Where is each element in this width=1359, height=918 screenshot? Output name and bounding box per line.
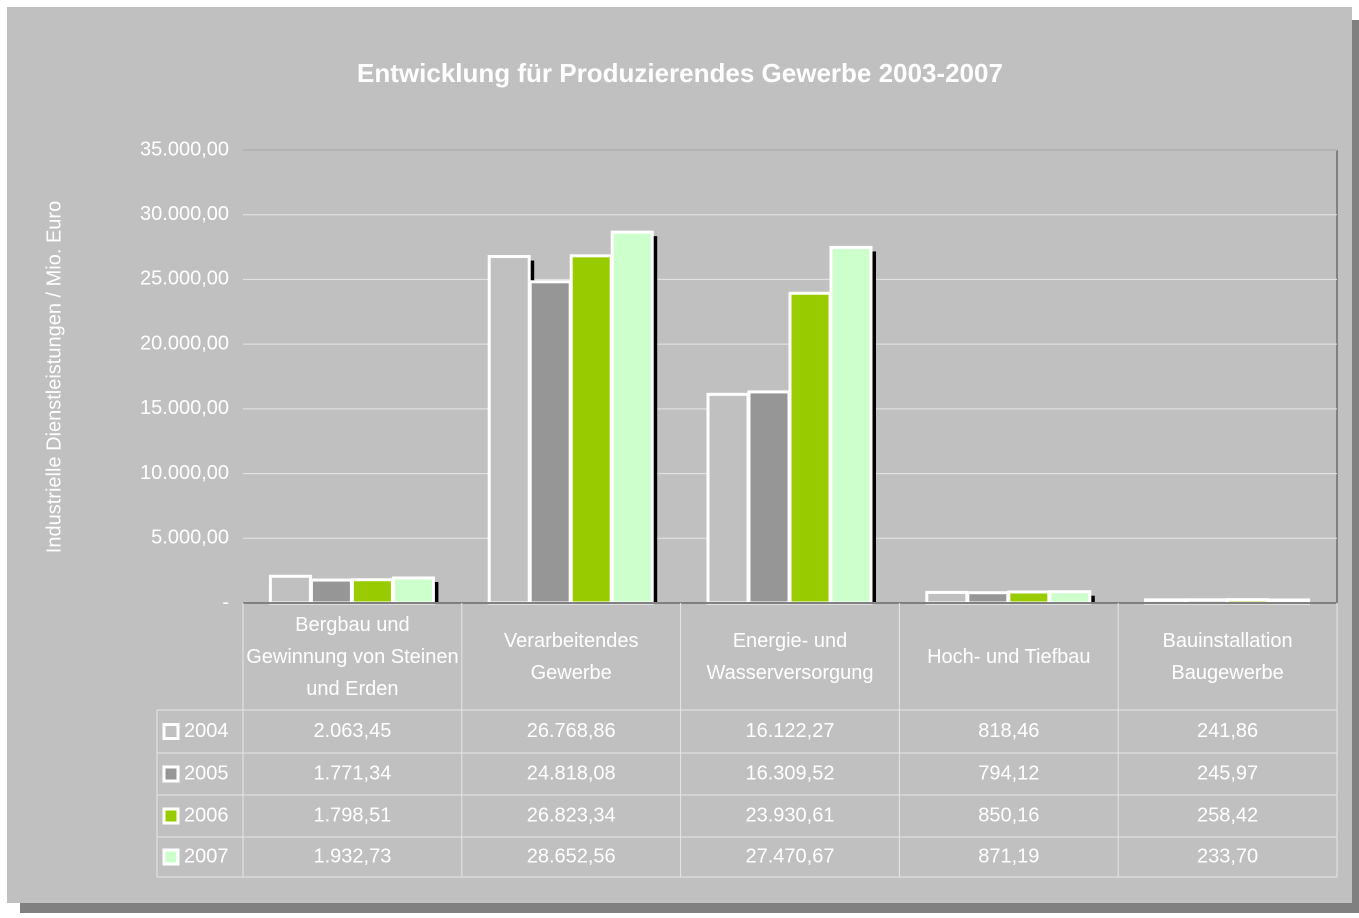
bar [925, 590, 969, 605]
bar [610, 230, 654, 605]
bar [829, 245, 873, 605]
chart-title: Entwicklung für Produzierendes Gewerbe 2… [357, 58, 1003, 88]
bar [391, 576, 435, 605]
table-value: 794,12 [978, 762, 1039, 784]
y-tick-label: - [222, 591, 229, 613]
table-value: 1.798,51 [313, 804, 391, 826]
bar [350, 578, 394, 605]
bar [309, 578, 353, 605]
x-tick-label: Energie- und Wasserversorgung [706, 629, 874, 684]
legend-label: 2004 [184, 720, 229, 742]
category-cell: Energie- und Wasserversorgung [706, 629, 874, 684]
legend-key [162, 848, 180, 866]
table-value: 16.122,27 [746, 720, 835, 742]
legend-key [162, 807, 180, 825]
bar [528, 280, 572, 605]
x-tick-label: Bauinstallation Baugewerbe [1162, 629, 1293, 684]
table-value: 27.470,67 [746, 845, 835, 867]
x-tick-label: Bergbau und Gewinnung von Steinen und Er… [246, 613, 459, 700]
legend-key [162, 723, 180, 740]
x-tick-label: Verarbeitendes Gewerbe [503, 629, 639, 684]
table-value: 258,42 [1197, 804, 1258, 826]
y-tick-label: 15.000,00 [140, 397, 229, 419]
bar [706, 392, 750, 605]
bar [569, 254, 613, 605]
chart-background [7, 7, 1352, 903]
category-cell: Bauinstallation Baugewerbe [1162, 629, 1293, 684]
table-value: 1.932,73 [313, 845, 391, 867]
category-cell: Verarbeitendes Gewerbe [503, 629, 639, 684]
category-cell: Bergbau und Gewinnung von Steinen und Er… [246, 613, 459, 700]
bar [487, 255, 531, 605]
table-value: 24.818,08 [527, 762, 616, 784]
table-value: 1.771,34 [313, 762, 391, 784]
table-value: 245,97 [1197, 762, 1258, 784]
y-tick-label: 35.000,00 [140, 138, 229, 160]
table-value: 233,70 [1197, 845, 1258, 867]
table-value: 850,16 [978, 804, 1039, 826]
legend-label: 2007 [184, 845, 229, 867]
bar [268, 574, 312, 605]
y-tick-label: 25.000,00 [140, 268, 229, 290]
bar [1048, 590, 1092, 605]
legend-label: 2005 [184, 762, 229, 784]
table-value: 871,19 [978, 845, 1039, 867]
bar [747, 390, 791, 605]
y-tick-label: 10.000,00 [140, 462, 229, 484]
y-tick-label: 5.000,00 [151, 527, 229, 549]
legend-key [162, 765, 180, 783]
table-value: 23.930,61 [746, 804, 835, 826]
table-value: 2.063,45 [313, 720, 391, 742]
bar [788, 291, 832, 605]
table-value: 241,86 [1197, 720, 1258, 742]
table-value: 28.652,56 [527, 845, 616, 867]
table-value: 26.768,86 [527, 720, 616, 742]
table-value: 818,46 [978, 720, 1039, 742]
y-axis-label: Industrielle Dienstleistungen / Mio. Eur… [43, 201, 65, 553]
bar [1007, 590, 1051, 605]
table-value: 26.823,34 [527, 804, 616, 826]
table-value: 16.309,52 [746, 762, 835, 784]
y-tick-label: 30.000,00 [140, 203, 229, 225]
legend-label: 2006 [184, 804, 229, 826]
x-tick-label: Hoch- und Tiefbau [927, 645, 1091, 668]
bar [966, 591, 1010, 605]
y-tick-label: 20.000,00 [140, 332, 229, 354]
category-cell: Hoch- und Tiefbau [927, 645, 1091, 668]
